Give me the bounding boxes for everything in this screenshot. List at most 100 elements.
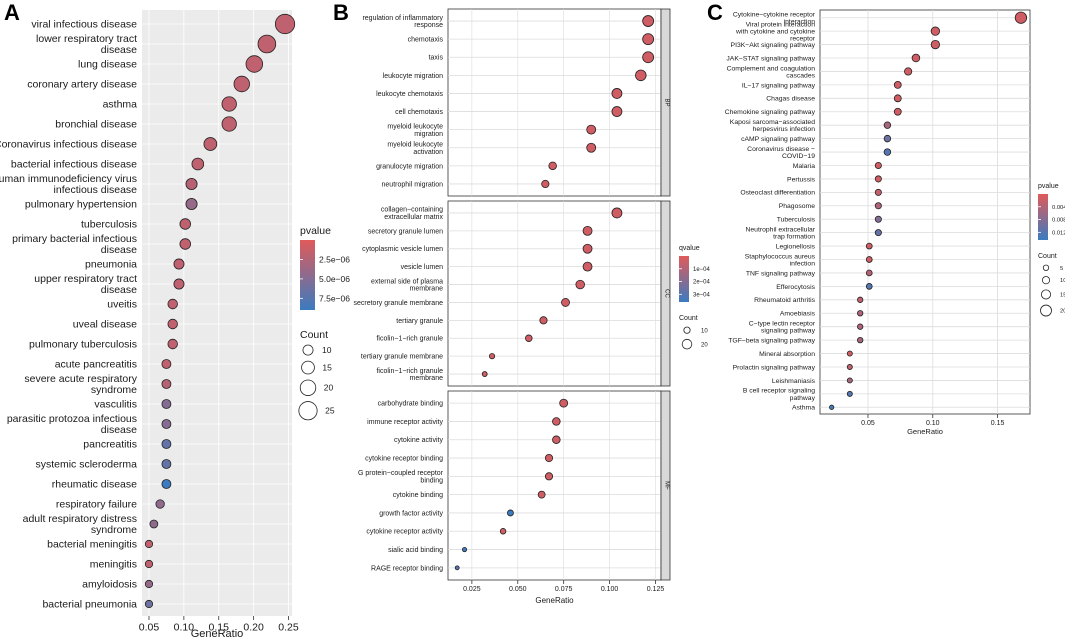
- x-tick-label: 0.025: [463, 586, 481, 593]
- term-label: cell chemotaxis: [395, 109, 443, 116]
- term-label: vesicle lumen: [401, 264, 444, 271]
- dot: [883, 134, 892, 143]
- term-label: leukocyte chemotaxis: [376, 91, 443, 98]
- x-tick-label: 0.15: [991, 420, 1005, 427]
- dot: [245, 55, 264, 73]
- dot: [454, 565, 460, 571]
- term-label: secretory granule membrane: [354, 300, 444, 307]
- dot: [857, 323, 864, 330]
- term-label: IL−17 signaling pathway: [742, 82, 816, 89]
- term-label: TNF signaling pathway: [746, 270, 816, 277]
- term-label: B cell receptor signaling pathway: [743, 388, 816, 402]
- dot: [611, 106, 623, 117]
- term-label: acute pancreatitis: [55, 359, 137, 371]
- term-label: Phagosome: [779, 203, 815, 210]
- x-tick-label: 0.075: [555, 586, 573, 593]
- plot-area: [142, 10, 292, 616]
- term-label: growth factor activity: [379, 510, 443, 517]
- plot-area: [819, 9, 1031, 415]
- term-label: bacterial meningitis: [47, 539, 137, 551]
- term-label: bacterial infectious disease: [11, 159, 137, 171]
- dot: [548, 161, 557, 171]
- dot: [865, 269, 873, 277]
- term-label: severe acute respiratory syndrome: [24, 373, 137, 396]
- term-label: Malaria: [793, 163, 816, 170]
- term-label: secretory granule lumen: [368, 228, 443, 235]
- dot: [144, 579, 154, 589]
- dot: [185, 177, 198, 191]
- size-legend-label: 5: [1060, 266, 1063, 272]
- term-label: sialic acid binding: [388, 547, 443, 554]
- dot: [904, 67, 913, 76]
- size-legend-circle: [302, 344, 314, 356]
- term-label: cAMP signaling pathway: [741, 136, 816, 143]
- panel-b: regulation of inflammatory response chemot…: [354, 8, 711, 605]
- size-legend-label: 20: [701, 342, 708, 348]
- color-legend-label: 1e−04: [693, 267, 711, 273]
- x-tick-label: 0.05: [139, 622, 160, 634]
- term-label: Coronavirus disease − COVID−19: [747, 146, 815, 160]
- dot: [461, 546, 468, 553]
- term-label: Rheumatoid arthritis: [754, 297, 815, 304]
- x-tick-label: 0.20: [243, 622, 264, 634]
- dot: [611, 207, 623, 219]
- dot: [544, 472, 554, 481]
- term-label: pulmonary tuberculosis: [29, 339, 137, 351]
- dot: [865, 256, 873, 263]
- dot: [233, 75, 250, 93]
- term-label: Chemokine signaling pathway: [725, 109, 816, 116]
- term-label: myeloid leukocyte migration: [387, 123, 443, 137]
- term-label: human immunodeficiency virus infectious d…: [0, 173, 137, 196]
- dot: [582, 243, 593, 254]
- color-legend-label: 5.0e−06: [319, 274, 350, 284]
- term-label: pancreatitis: [83, 439, 137, 451]
- term-label: Staphylococcus aureus infection: [745, 253, 816, 267]
- dot: [161, 399, 172, 409]
- dot: [173, 278, 185, 290]
- size-legend-title: Count: [1038, 253, 1057, 260]
- dot: [575, 279, 585, 290]
- color-legend-label: 2.5e−06: [319, 254, 350, 264]
- term-label: pneumonia: [85, 259, 137, 271]
- dot: [191, 157, 205, 171]
- color-legend-label: 7.5e−06: [319, 293, 350, 303]
- size-legend-circle: [298, 401, 318, 421]
- term-label: leukocyte migration: [383, 73, 443, 80]
- size-legend-label: 15: [1060, 292, 1065, 298]
- x-tick-label: 0.05: [861, 420, 875, 427]
- dot: [144, 539, 154, 549]
- dot: [829, 404, 835, 410]
- dot: [857, 336, 864, 344]
- size-legend-circle: [1040, 304, 1052, 317]
- term-label: upper respiratory tract disease: [34, 273, 137, 296]
- term-label: viral infectious disease: [31, 19, 137, 31]
- term-label: Tuberculosis: [777, 217, 816, 224]
- dot: [179, 238, 191, 250]
- dot: [221, 116, 237, 132]
- term-label: uveitis: [107, 299, 137, 311]
- term-label: lung disease: [78, 59, 137, 71]
- dot: [537, 490, 546, 499]
- dot: [161, 439, 172, 449]
- term-label: neutrophil migration: [382, 181, 444, 188]
- color-legend-label: 0.008: [1052, 218, 1065, 224]
- size-legend-circle: [683, 326, 691, 334]
- size-legend-circle: [301, 360, 315, 375]
- term-label: TGF−beta signaling pathway: [728, 337, 815, 344]
- color-legend-title: pvalue: [1038, 183, 1059, 190]
- dot: [582, 261, 593, 272]
- size-legend-title: Count: [300, 329, 328, 341]
- x-axis-label: GeneRatio: [191, 628, 244, 640]
- term-label: Mineral absorption: [759, 351, 815, 358]
- x-tick-label: 0.10: [174, 622, 195, 634]
- dot: [911, 53, 921, 63]
- term-label: parasitic protozoa infectious disease: [7, 413, 137, 436]
- term-label: Asthma: [792, 405, 815, 412]
- term-label: respiratory failure: [56, 499, 137, 511]
- x-tick-label: 0.050: [509, 586, 527, 593]
- term-label: Complement and coagulation cascades: [727, 65, 816, 79]
- panel-letter-a: A: [4, 0, 20, 25]
- term-label: regulation of inflammatory response: [362, 15, 443, 29]
- term-label: rheumatic disease: [52, 479, 137, 491]
- dot: [930, 39, 940, 50]
